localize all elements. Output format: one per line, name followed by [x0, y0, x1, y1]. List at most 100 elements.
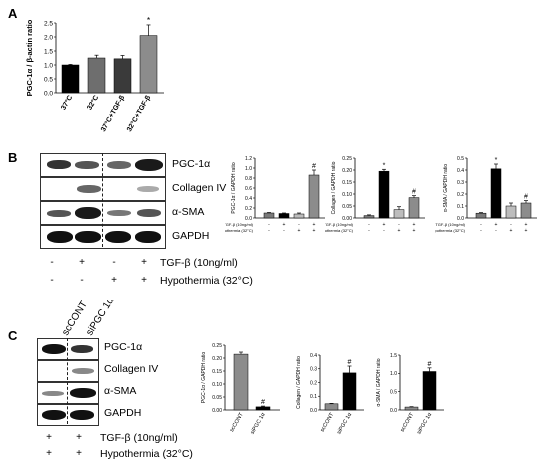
blot-label-c-asma: α-SMA — [104, 385, 137, 397]
y-tick-label: 0.20 — [212, 356, 222, 362]
condition-sign: - — [510, 222, 512, 228]
sign-c-hypo-2: + — [76, 448, 82, 459]
significance-mark: * — [147, 15, 151, 25]
condition-sign: + — [298, 228, 301, 234]
condition-sign: + — [313, 222, 316, 228]
bar — [490, 168, 502, 219]
y-tick-label: 0.0 — [245, 216, 252, 222]
y-tick-label: 0.25 — [342, 156, 352, 162]
lane-labels-c: scCONT siPGC 1α — [34, 295, 134, 340]
y-tick-label: 0.2 — [457, 192, 464, 198]
y-tick-label: 0.0 — [390, 408, 397, 414]
y-tick-label: 0.0 — [310, 408, 317, 414]
condition-sign: + — [398, 228, 401, 234]
condition-sign: - — [495, 228, 497, 234]
bar — [113, 58, 132, 94]
blot-b-gapdh — [40, 225, 166, 249]
blot-c-pgc1a — [37, 338, 99, 360]
bar — [408, 197, 420, 219]
blot-c-asma — [37, 382, 99, 404]
bar — [278, 213, 290, 219]
bar — [233, 353, 249, 411]
y-tick-label: 0.3 — [457, 180, 464, 186]
condition-tgf-label: TGF-β (10ng/ml) — [325, 222, 354, 227]
x-tick-label: siPGC 1α — [336, 411, 353, 435]
y-axis-label: PGC-1α / GAPDH ratio — [201, 352, 207, 403]
bar — [324, 403, 339, 411]
x-tick-label: scCONT — [229, 411, 245, 433]
condition-sign: + — [525, 228, 528, 234]
sign-b-hypo-3: + — [111, 275, 117, 286]
hypo-label-b: Hypothermia (32°C) — [160, 275, 253, 287]
y-tick-label: 0.5 — [390, 389, 397, 395]
condition-tgf-label: TGF-β (10ng/ml) — [225, 222, 254, 227]
chart-panel-a: 0.0 0.5 1.0 1.5 2.0 2.5 PGC-1α / β-actin ratio… — [25, 15, 164, 133]
lane-divider-b — [102, 153, 103, 247]
bar — [139, 35, 158, 94]
y-axis-label: PGC-1α / β-actin ratio — [25, 19, 34, 96]
blot-label-gapdh: GAPDH — [172, 230, 210, 242]
blot-b-pgc1a — [40, 153, 166, 177]
y-axis-label: Collagen / GAPDH ratio — [296, 356, 302, 409]
sign-c-tgf-1: + — [46, 432, 52, 443]
blot-c-collagen — [37, 360, 99, 382]
sign-b-hypo-2: - — [80, 275, 84, 286]
y-tick-label: 0.20 — [342, 168, 352, 174]
y-tick-label: 0.5 — [457, 156, 464, 162]
blot-label-collagen: Collagen IV — [172, 182, 227, 194]
blot-label-pgc1a: PGC-1α — [172, 158, 211, 170]
chart-panel-c3: 0.0 0.5 1.0 1.5 α-SMA / GAPDH ratio scCONT # si… — [376, 353, 444, 436]
chart-panel-b3: 0.0 0.1 0.2 0.3 0.4 0.5 α-SMA / GAPDH ratio * # -… — [435, 156, 537, 234]
blot-label-c-pgc1a: PGC-1α — [104, 341, 143, 353]
significance-mark: # — [312, 163, 316, 170]
bar — [505, 205, 517, 219]
condition-sign: - — [368, 228, 370, 234]
y-tick-label: 0.0 — [44, 90, 53, 97]
significance-mark: # — [261, 399, 265, 406]
hypo-label-c: Hypothermia (32°C) — [100, 448, 193, 460]
bar — [293, 213, 305, 219]
y-tick-label: 0.5 — [44, 76, 53, 83]
y-tick-label: 0.4 — [457, 168, 464, 174]
bar — [61, 64, 80, 94]
y-tick-label: 1.2 — [245, 156, 252, 162]
y-tick-label: 1.0 — [245, 166, 252, 172]
y-tick-label: 0.2 — [245, 206, 252, 212]
significance-mark: # — [524, 194, 528, 201]
condition-sign: + — [525, 222, 528, 228]
sign-b-tgf-4: + — [141, 257, 147, 268]
x-tick-label: 32°C+TGF-β — [125, 93, 152, 133]
sign-b-tgf-3: - — [112, 257, 116, 268]
y-tick-label: 2.0 — [44, 34, 53, 41]
significance-mark: # — [348, 359, 352, 366]
sign-b-hypo-4: + — [141, 275, 147, 286]
y-tick-label: 0.05 — [342, 204, 352, 210]
sign-b-hypo-1: - — [50, 275, 54, 286]
bar — [308, 174, 320, 219]
condition-sign: - — [268, 222, 270, 228]
panel-letter-b: B — [8, 150, 18, 165]
condition-sign: + — [510, 228, 513, 234]
x-tick-label: siPGC 1α — [416, 411, 433, 435]
condition-sign: - — [383, 228, 385, 234]
sign-b-tgf-2: + — [79, 257, 85, 268]
condition-hypo-label: Hypothermia (32°C) — [225, 228, 254, 233]
y-tick-label: 0.4 — [310, 353, 317, 359]
y-axis-label: PGC-1α / GAPDH ratio — [231, 162, 237, 213]
y-tick-label: 0.25 — [212, 343, 222, 349]
y-axis-label: Collagen / GAPDH ratio — [331, 161, 337, 214]
condition-sign: - — [368, 222, 370, 228]
y-tick-label: 0.1 — [457, 204, 464, 210]
y-tick-label: 1.0 — [390, 371, 397, 377]
bar — [263, 212, 275, 219]
condition-sign: - — [283, 228, 285, 234]
chart-panel-b2: 0.00 0.05 0.10 0.15 0.20 0.25 Collagen / GAPDH… — [325, 156, 425, 234]
y-tick-label: 0.2 — [310, 380, 317, 386]
blot-c-gapdh — [37, 404, 99, 426]
y-tick-label: 0.00 — [342, 216, 352, 222]
condition-sign: + — [383, 222, 386, 228]
panel-letter-c: C — [8, 328, 18, 343]
y-tick-label: 0.4 — [245, 196, 252, 202]
condition-sign: + — [495, 222, 498, 228]
condition-sign: - — [480, 228, 482, 234]
